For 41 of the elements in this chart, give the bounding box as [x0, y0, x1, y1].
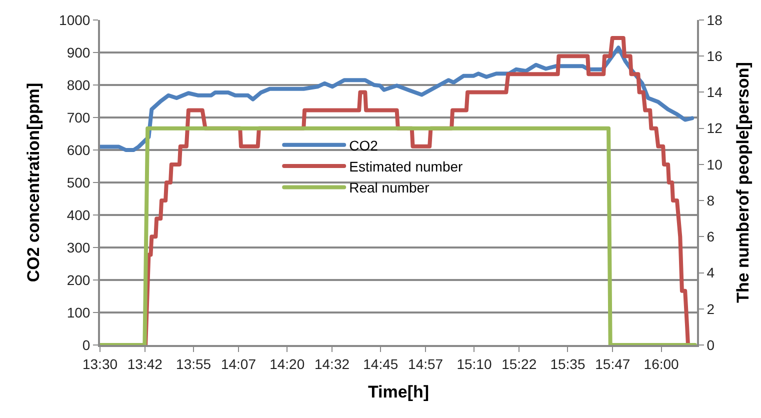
x-tick-label: 15:35: [550, 356, 586, 372]
line-series: [100, 46, 694, 152]
x-tick-label: 13:55: [176, 356, 212, 372]
x-tick-label: 14:20: [270, 356, 305, 372]
x-tick-label: 15:22: [502, 356, 537, 372]
y2-tick-label: 6: [706, 228, 715, 245]
y2-axis-title: The numberof people[person]: [733, 62, 752, 303]
x-tick-label: 15:47: [595, 356, 630, 372]
y2-tick-label: 14: [706, 84, 723, 100]
x-tick-label: 14:57: [408, 356, 444, 372]
y2-tick-label: 4: [706, 264, 715, 281]
y-tick-label: 100: [66, 304, 90, 320]
legend-label: Estimated number: [349, 158, 464, 175]
y-tick-label: 500: [66, 174, 90, 190]
x-tick-label: 16:00: [644, 356, 680, 372]
y-tick-label: 400: [66, 206, 90, 223]
y-tick-label: 800: [66, 76, 90, 93]
y-tick-label: 200: [66, 272, 90, 288]
y2-tick-label: 12: [706, 120, 723, 136]
legend-label: Real number: [349, 180, 430, 196]
x-tick-label: 15:10: [456, 356, 492, 372]
y-tick-label: 1000: [59, 12, 90, 28]
y2-tick-label: 18: [706, 12, 723, 28]
y2-tick-label: 2: [706, 300, 715, 317]
y-tick-label: 600: [66, 142, 90, 158]
x-tick-label: 13:42: [127, 356, 163, 372]
y-axis-title: CO2 concentration[ppm]: [24, 82, 44, 282]
x-tick-label: 14:07: [220, 356, 256, 372]
y-tick-label: 0: [82, 336, 90, 353]
x-tick-label: 13:30: [82, 356, 118, 372]
x-axis-title: Time[h]: [368, 382, 430, 402]
y-tick-label: 700: [66, 109, 90, 126]
y2-tick-label: 8: [706, 192, 715, 208]
legend-label: CO2: [349, 137, 378, 154]
x-tick-label: 14:32: [314, 356, 350, 372]
y2-tick-label: 16: [706, 48, 723, 64]
x-tick-label: 14:45: [363, 356, 398, 372]
y2-tick-label: 0: [706, 336, 715, 353]
y2-tick-label: 10: [706, 156, 723, 172]
y-tick-label: 300: [66, 239, 90, 256]
y-tick-label: 900: [66, 44, 90, 60]
